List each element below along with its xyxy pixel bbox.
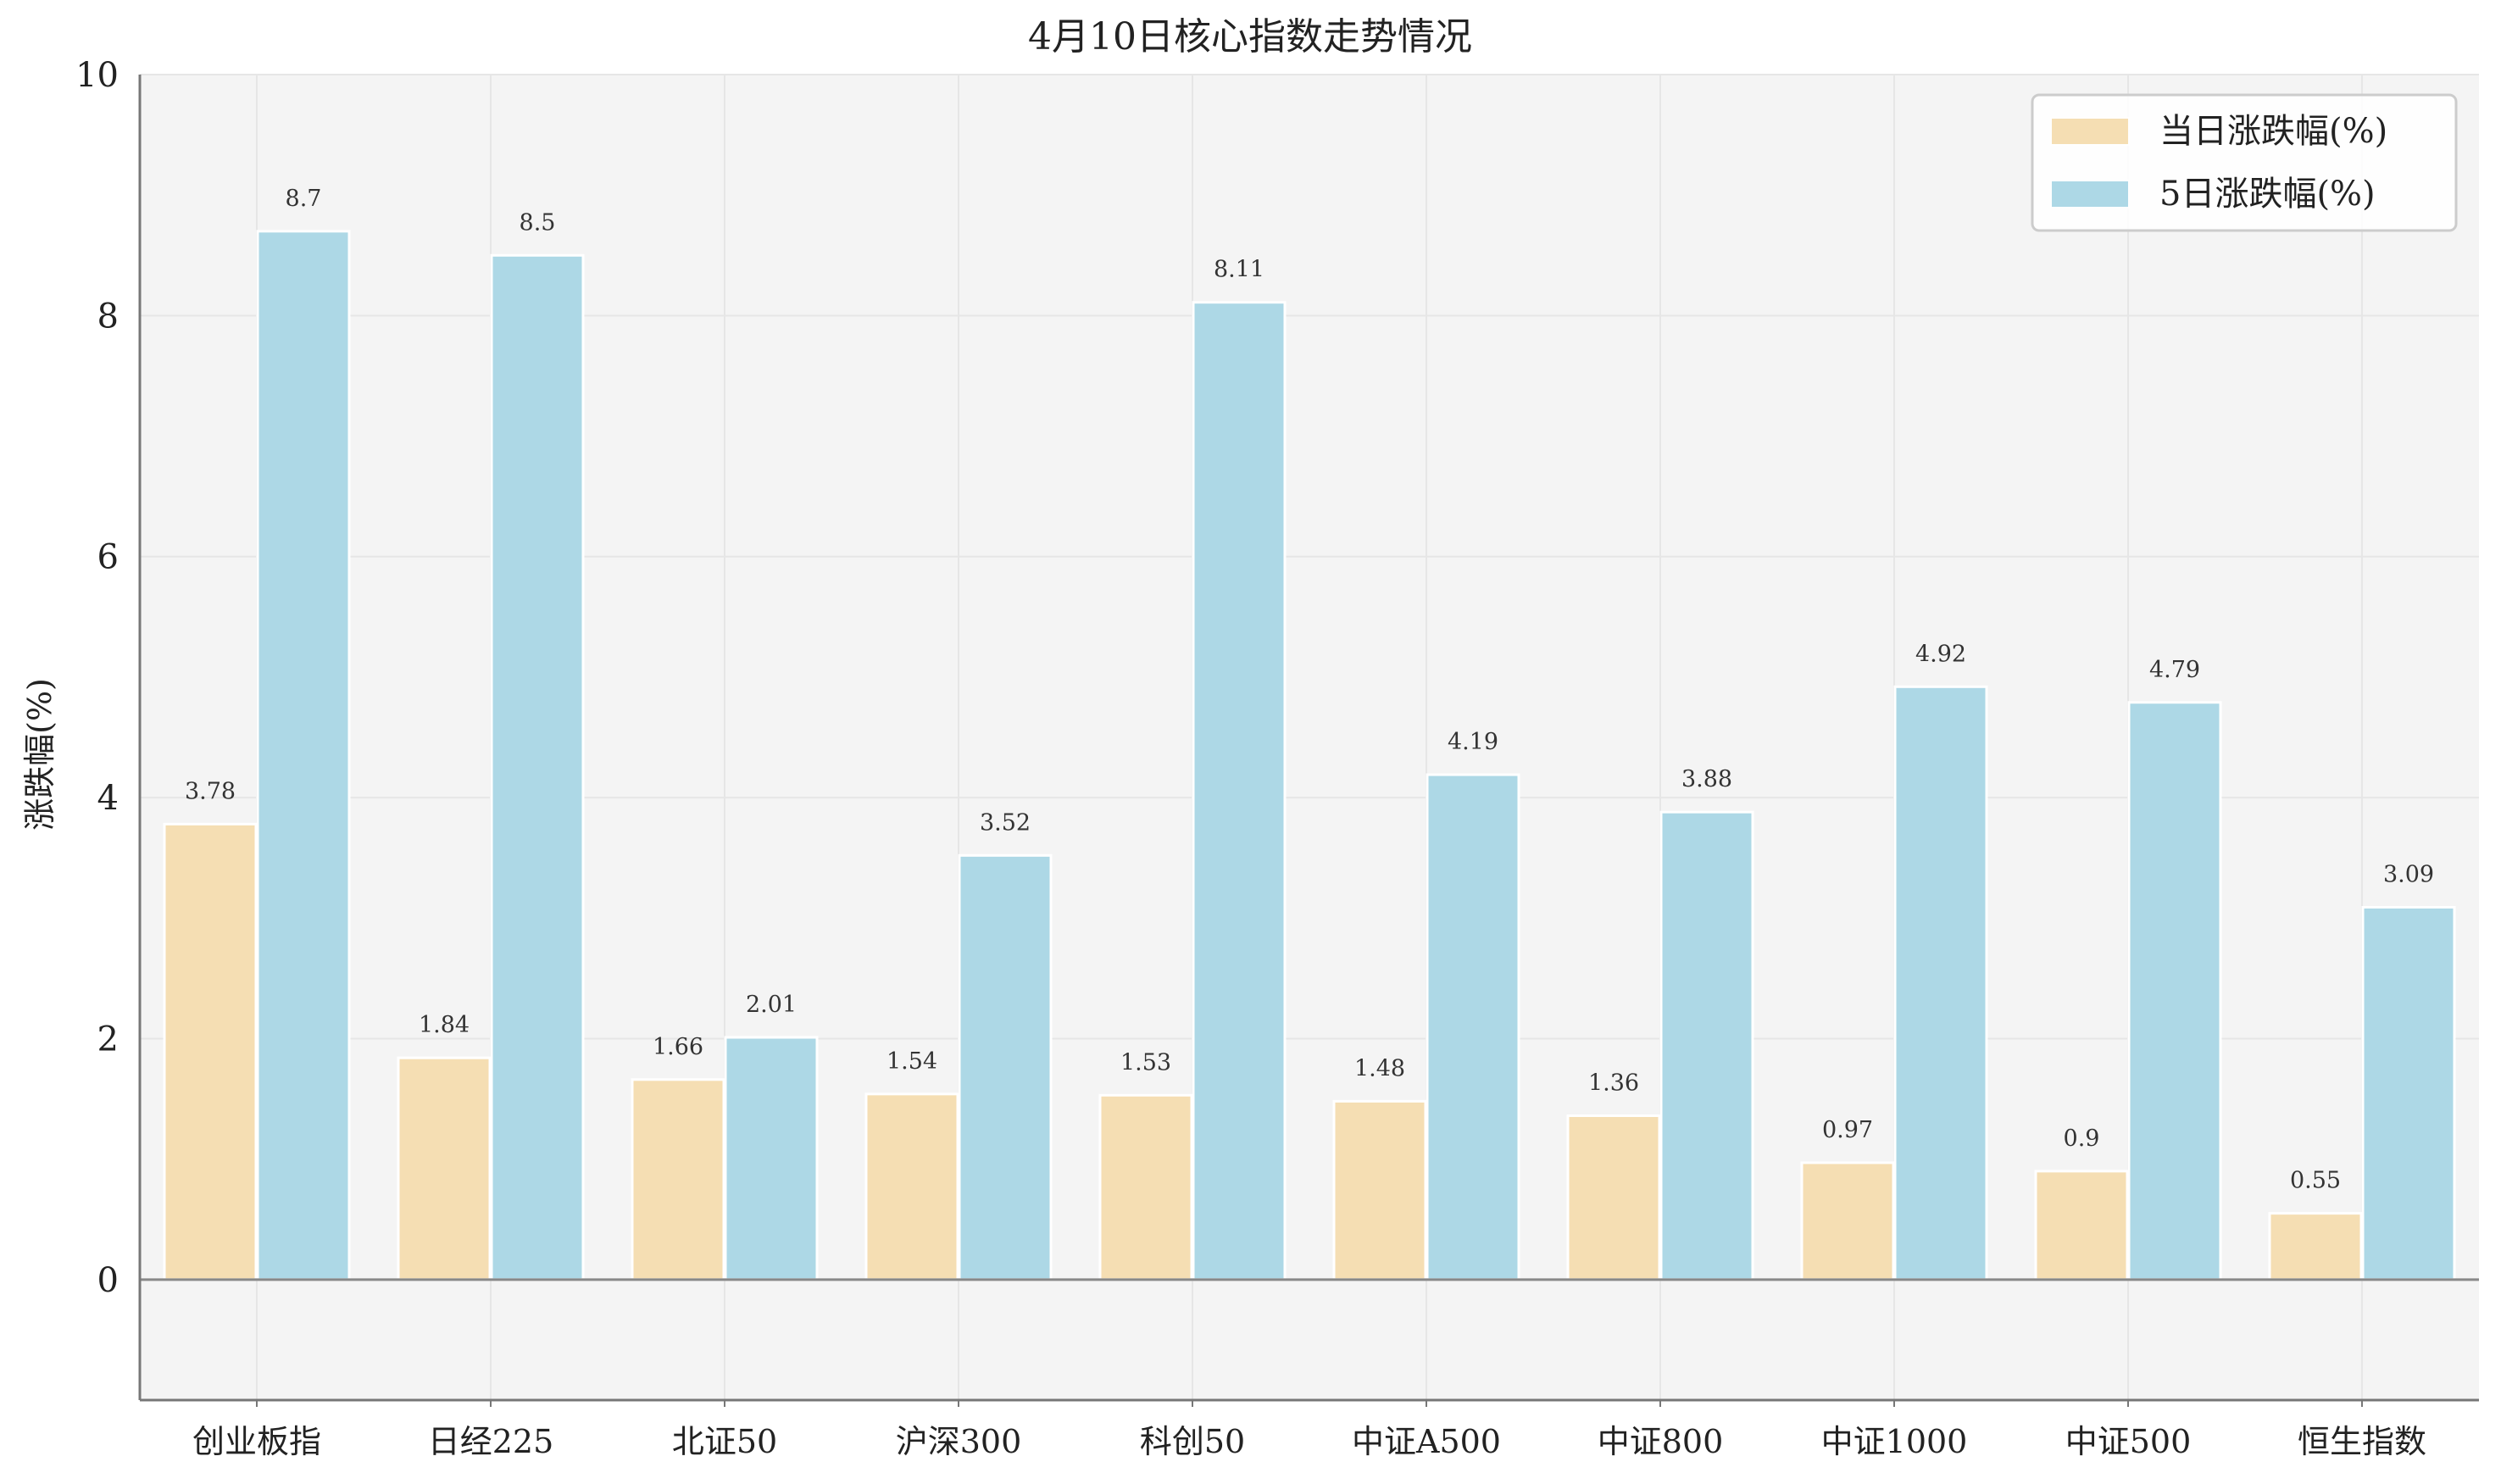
data-label: 1.36 <box>1588 1070 1639 1096</box>
x-tick-label: 北证50 <box>672 1423 777 1460</box>
bar-5day-change <box>724 1036 819 1281</box>
bar-5day-change <box>490 253 585 1281</box>
bar-daily-change <box>2034 1170 2129 1281</box>
bar-5day-change <box>1659 810 1754 1281</box>
data-label: 8.7 <box>286 186 322 212</box>
x-tick-label: 恒生指数 <box>2298 1423 2426 1460</box>
x-tick-label: 中证1000 <box>1821 1423 1968 1460</box>
x-tick-label: 中证800 <box>1598 1423 1724 1460</box>
data-label: 1.53 <box>1120 1049 1171 1075</box>
bar-daily-change <box>1800 1161 1895 1281</box>
data-label: 4.92 <box>1915 641 1966 667</box>
y-tick-label: 8 <box>97 297 119 336</box>
bar-5day-change <box>256 230 351 1281</box>
bar-daily-change <box>631 1078 725 1281</box>
bar-daily-change <box>2268 1212 2363 1281</box>
bars <box>163 230 2456 1281</box>
x-tick-label: 日经225 <box>428 1423 554 1460</box>
x-tick-label: 沪深300 <box>896 1423 1022 1460</box>
data-label: 3.09 <box>2383 861 2434 887</box>
bar-5day-change <box>1426 773 1520 1281</box>
data-label: 2.01 <box>746 992 797 1018</box>
legend-swatch <box>2050 180 2130 208</box>
x-tick-label: 创业板指 <box>192 1423 321 1460</box>
data-label: 0.55 <box>2290 1168 2341 1194</box>
y-axis-label: 涨跌幅(%) <box>21 678 58 831</box>
bar-5day-change <box>958 853 1053 1281</box>
data-label: 0.97 <box>1822 1117 1873 1143</box>
axes: 0 2 4 6 8 10 创业板指 日经225 北证50 沪深300 科创50 中证A500 中证800… <box>75 56 2479 1460</box>
bar-daily-change <box>864 1092 959 1281</box>
legend: 当日涨跌幅(%) 5日涨跌幅(%) <box>2031 93 2458 232</box>
y-tick-label: 10 <box>75 56 119 95</box>
data-label: 1.66 <box>653 1034 703 1060</box>
bar-5day-change <box>1893 685 1988 1281</box>
y-tick-label: 4 <box>97 779 119 818</box>
x-tick-label: 中证500 <box>2065 1423 2192 1460</box>
data-label: 1.84 <box>419 1012 470 1038</box>
legend-swatch <box>2050 117 2130 146</box>
data-label: 4.79 <box>2149 657 2200 683</box>
data-label: 3.52 <box>980 809 1031 836</box>
bar-daily-change <box>163 822 258 1281</box>
legend-box <box>2031 93 2458 232</box>
legend-label: 当日涨跌幅(%) <box>2159 112 2387 151</box>
bar-daily-change <box>1332 1099 1427 1281</box>
bar-daily-change <box>1566 1114 1661 1281</box>
y-tick-label: 6 <box>97 538 119 577</box>
data-label: 1.54 <box>886 1048 937 1075</box>
y-tick-label: 0 <box>97 1261 119 1300</box>
bar-daily-change <box>397 1056 492 1281</box>
data-labels: 3.78 1.84 1.66 1.54 1.53 1.48 1.36 0.97 0.9 0.55 8… <box>185 186 2434 1194</box>
data-label: 3.88 <box>1681 766 1732 792</box>
y-tick-label: 2 <box>97 1020 119 1059</box>
bar-5day-change <box>1192 301 1287 1281</box>
data-label: 4.19 <box>1448 729 1498 755</box>
x-tick-label: 中证A500 <box>1352 1423 1501 1460</box>
chart-title: 4月10日核心指数走势情况 <box>1028 15 1472 58</box>
bar-5day-change <box>2361 905 2456 1281</box>
data-label: 0.9 <box>2064 1126 2100 1152</box>
data-label: 8.5 <box>520 209 556 236</box>
bar-daily-change <box>1098 1093 1193 1281</box>
data-label: 1.48 <box>1354 1055 1405 1081</box>
data-label: 8.11 <box>1214 257 1264 283</box>
data-label: 3.78 <box>185 778 236 804</box>
bar-5day-change <box>2127 701 2222 1281</box>
x-tick-label: 科创50 <box>1140 1423 1245 1460</box>
legend-label: 5日涨跌幅(%) <box>2159 175 2376 214</box>
